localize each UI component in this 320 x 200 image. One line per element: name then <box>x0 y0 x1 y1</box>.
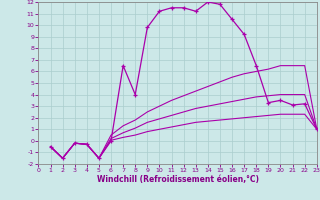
X-axis label: Windchill (Refroidissement éolien,°C): Windchill (Refroidissement éolien,°C) <box>97 175 259 184</box>
